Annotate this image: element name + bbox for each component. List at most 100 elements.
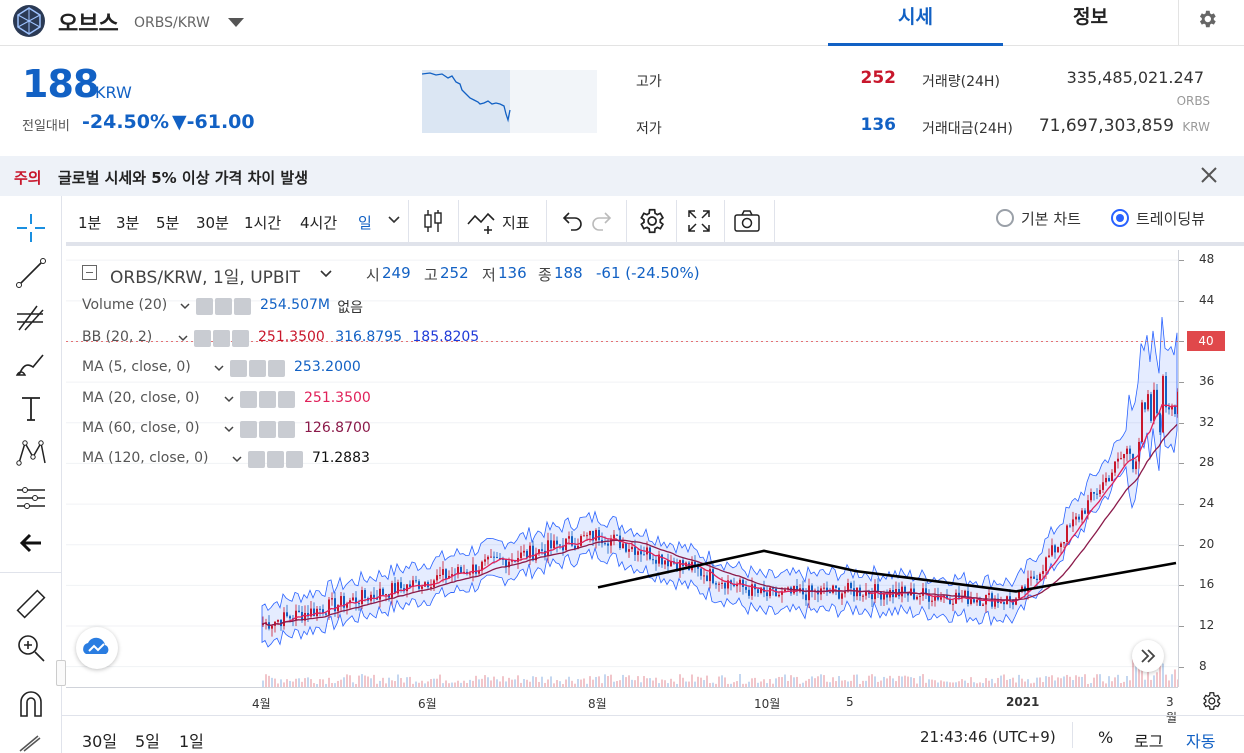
close-icon[interactable] [268,360,285,377]
redo-icon[interactable] [588,206,618,236]
settings-button[interactable] [1178,0,1232,46]
indicator-name[interactable]: BB (20, 2) [82,329,153,345]
timeframe-5m[interactable]: 5분 [156,214,180,232]
gear-icon[interactable] [213,330,230,347]
close-icon[interactable] [278,391,295,408]
indicators-icon[interactable] [466,206,496,236]
candle-body [1075,516,1077,520]
chevron-down-icon[interactable] [178,335,188,342]
timeframe-30m[interactable]: 30분 [196,214,229,232]
indicator-name[interactable]: MA (5, close, 0) [82,359,191,375]
axis-settings-gear-icon[interactable] [1200,690,1222,712]
candle-body [1045,557,1047,572]
eye-icon[interactable] [240,421,257,438]
gear-icon[interactable] [259,421,276,438]
close-icon[interactable] [286,451,303,468]
candle-body [400,582,402,589]
indicator-controls[interactable] [240,421,298,439]
range-1d[interactable]: 1일 [179,732,204,751]
eye-icon[interactable] [196,298,213,315]
candle-body [307,612,309,617]
chevron-down-icon[interactable] [214,365,224,372]
indicator-name[interactable]: MA (60, close, 0) [82,420,200,436]
eye-icon[interactable] [230,360,247,377]
hide-drawings-icon[interactable] [18,734,42,753]
fullscreen-icon[interactable] [684,206,714,236]
percent-scale-button[interactable]: % [1098,728,1114,747]
candle-body [490,556,492,558]
legend-collapse-button[interactable] [82,265,97,280]
tab-info[interactable]: 정보 [1073,6,1108,28]
toolbar-divider [724,200,725,242]
tab-price[interactable]: 시세 [828,0,1003,46]
indicator-name[interactable]: MA (120, close, 0) [82,450,209,466]
indicator-name[interactable]: MA (20, close, 0) [82,390,200,406]
log-scale-button[interactable]: 로그 [1134,732,1164,751]
tradingview-label[interactable]: 트레이딩뷰 [1136,210,1206,228]
close-icon[interactable] [278,421,295,438]
indicator-controls[interactable] [230,360,288,378]
basic-chart-radio[interactable] [996,209,1014,227]
time-axis[interactable]: 4월 6월 8월 10월 5 2021 3월 [66,687,1178,725]
close-icon[interactable] [1198,164,1220,186]
volume-bar [541,676,543,687]
eye-icon[interactable] [248,451,265,468]
coin-name[interactable]: 오브스 [58,12,119,37]
timeframe-1m[interactable]: 1분 [78,214,102,232]
camera-icon[interactable] [732,206,762,236]
volume-bar [433,678,435,687]
price-axis[interactable]: 81216202428323640444840 [1178,250,1244,687]
pattern-icon[interactable] [13,435,49,471]
chevron-down-icon[interactable] [232,456,242,463]
range-30d[interactable]: 30일 [82,732,118,751]
tradingview-logo[interactable] [76,627,118,669]
ruler-icon[interactable] [13,586,49,622]
scroll-to-latest-button[interactable] [1132,640,1164,672]
chevron-down-icon[interactable] [180,303,190,310]
chevron-down-icon[interactable] [224,396,234,403]
arrow-left-icon[interactable] [13,525,49,561]
timeframe-1d[interactable]: 일 [358,214,372,232]
candles-icon[interactable] [418,206,448,236]
text-tool-icon[interactable] [13,390,49,426]
auto-scale-button[interactable]: 자동 [1186,732,1216,751]
chevron-down-icon[interactable] [224,426,234,433]
close-icon[interactable] [232,330,249,347]
eye-icon[interactable] [240,391,257,408]
timeframe-4h[interactable]: 4시간 [300,214,338,232]
indicator-controls[interactable] [240,391,298,409]
candle-body [973,599,975,603]
collapse-toolbar-handle[interactable] [56,660,66,686]
indicator-controls[interactable] [194,330,252,348]
gear-icon[interactable] [215,298,232,315]
basic-chart-label[interactable]: 기본 차트 [1021,210,1081,228]
crosshair-icon[interactable] [13,210,49,246]
indicator-name[interactable]: Volume (20) [82,297,168,313]
tradingview-radio[interactable] [1111,209,1129,227]
close-icon[interactable] [234,298,251,315]
gear-icon[interactable] [267,451,284,468]
clock[interactable]: 21:43:46 (UTC+9) [920,728,1056,746]
prediction-icon[interactable] [13,480,49,516]
coin-dropdown-icon[interactable] [228,18,244,27]
brush-icon[interactable] [13,345,49,381]
gear-icon[interactable] [249,360,266,377]
trend-line-icon[interactable] [13,255,49,291]
magnet-icon[interactable] [13,686,49,722]
range-5d[interactable]: 5일 [135,732,160,751]
eye-icon[interactable] [194,330,211,347]
timeframe-3m[interactable]: 3분 [116,214,140,232]
indicator-controls[interactable] [196,298,254,316]
price-chart[interactable] [66,250,1178,687]
undo-icon[interactable] [556,206,586,236]
coin-pair[interactable]: ORBS/KRW [134,15,210,31]
indicators-button[interactable]: 지표 [502,214,530,232]
zoom-in-icon[interactable] [13,630,49,666]
chevron-down-icon[interactable] [320,270,332,278]
indicator-controls[interactable] [248,451,306,469]
chevron-down-icon[interactable] [388,216,400,224]
chart-settings-gear-icon[interactable] [636,206,666,236]
pitchfork-icon[interactable] [13,300,49,336]
gear-icon[interactable] [259,391,276,408]
timeframe-1h[interactable]: 1시간 [244,214,282,232]
